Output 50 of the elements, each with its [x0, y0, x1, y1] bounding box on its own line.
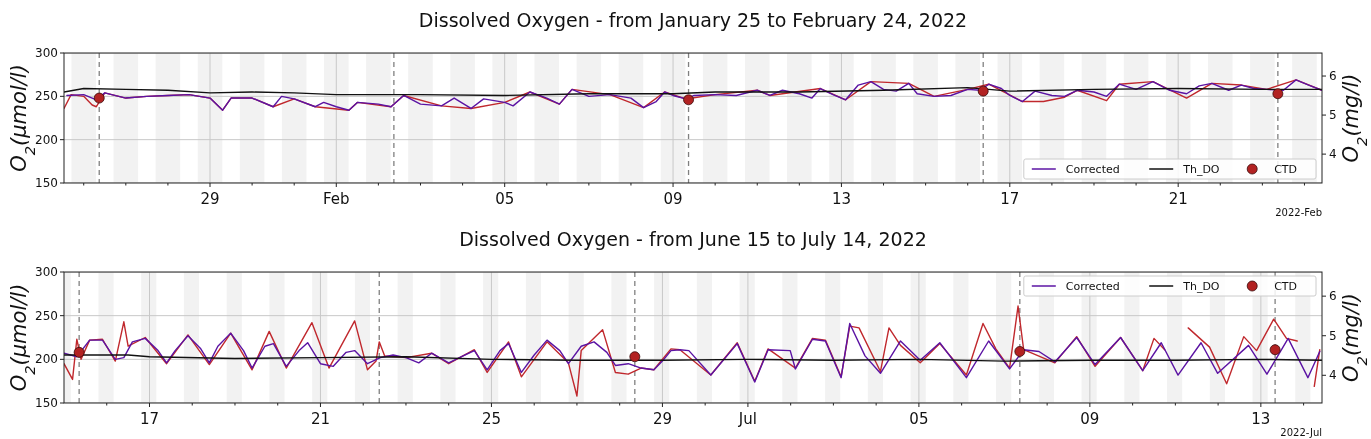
x-tick-label: 17	[1000, 190, 1020, 208]
y-tick-label: 150	[35, 176, 58, 190]
x-tick-label: 09	[1080, 410, 1100, 428]
point	[73, 346, 85, 358]
x-tick-label: 25	[481, 410, 501, 428]
y-tick-label: 200	[35, 132, 58, 147]
legend-label: CTD	[1274, 163, 1298, 176]
x-tick-label: Feb	[323, 190, 350, 208]
x-tick-label: 05	[909, 410, 929, 428]
point	[629, 351, 641, 363]
chart-title: Dissolved Oxygen - from January 25 to February 24, 2022	[418, 9, 968, 31]
legend-label: Corrected	[1065, 163, 1120, 176]
legend-label: CTD	[1274, 280, 1298, 293]
line-series	[64, 86, 1322, 97]
text: 2022-Feb	[1275, 207, 1322, 218]
text: 2022-Jul	[1280, 427, 1322, 438]
legend-label: Corrected	[1065, 280, 1120, 293]
point	[1014, 346, 1026, 357]
x-tick-label: 21	[1168, 190, 1188, 208]
x-tick-label: 13	[831, 190, 851, 208]
x-tick-label: 09	[663, 190, 683, 208]
y-tick-label: 150	[35, 396, 58, 410]
x-tick-label: 05	[495, 190, 515, 208]
y-tick-label: 200	[35, 352, 58, 367]
x-tick-label: Jul	[737, 410, 757, 428]
y-tick-label: 250	[35, 89, 58, 104]
line-series	[64, 322, 1321, 383]
y2-tick-label: 6	[1329, 69, 1337, 84]
y2-tick-label: 4	[1329, 368, 1337, 383]
x-tick-label: 29	[652, 410, 672, 428]
line-series	[64, 354, 1322, 362]
legend-label: Th_DO	[1182, 280, 1220, 293]
point	[1269, 344, 1281, 356]
x-tick-label: 13	[1251, 410, 1271, 428]
y2-tick-label: 5	[1329, 328, 1337, 343]
y-tick-label: 300	[35, 265, 58, 279]
point	[1272, 88, 1284, 100]
legend-label: Th_DO	[1182, 163, 1220, 176]
chart-title: Dissolved Oxygen - from June 15 to July 14, 2022	[459, 228, 927, 250]
x-tick-label: 17	[139, 410, 160, 428]
y2-tick-label: 6	[1329, 289, 1337, 304]
y2-tick-label: 4	[1329, 147, 1337, 162]
y-tick-label: 250	[35, 308, 58, 323]
x-tick-label: 29	[200, 190, 220, 208]
point	[977, 85, 989, 97]
point	[683, 94, 694, 106]
y-tick-label: 300	[35, 46, 58, 60]
y2-tick-label: 5	[1329, 108, 1337, 123]
x-tick-label: 21	[310, 410, 331, 428]
point	[93, 92, 105, 104]
